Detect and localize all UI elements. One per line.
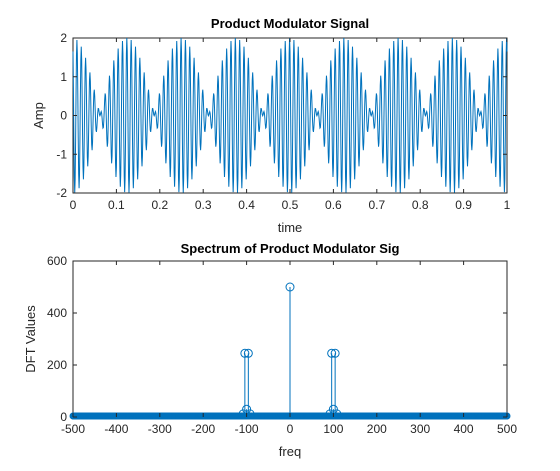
time-signal-y-tick-label: -1 [56,147,67,161]
spectrum-plot: Spectrum of Product Modulator Sig -500 -4… [23,241,517,459]
spectrum-x-tick-label: 0 [287,422,294,436]
time-signal-x-tick-label: 0.8 [412,198,429,212]
spectrum-x-tick-label: 400 [454,422,474,436]
spectrum-x-ticks: -500 -400 -300 -200 -100 0 100 200 300 400 500 [61,261,517,436]
spectrum-y-tick-label: 600 [47,254,67,268]
spectrum-y-tick-label: 400 [47,306,67,320]
time-signal-x-tick-label: 0.9 [455,198,472,212]
spectrum-y-tick-label: 0 [60,410,67,424]
spectrum-stem-marker [238,409,248,419]
time-signal-y-tick-label: 2 [60,31,67,45]
spectrum-stem-marker [330,348,340,358]
time-signal-x-tick-label: 0.7 [368,198,385,212]
time-signal-plot: Product Modulator Signal 0 0.1 0.2 0.3 0.4 0.… [31,16,511,235]
spectrum-stem-marker [327,348,337,358]
time-signal-y-tick-label: 0 [60,109,67,123]
spectrum-y-tick-label: 200 [47,358,67,372]
spectrum-x-tick-label: 300 [410,422,430,436]
spectrum-x-tick-label: -200 [191,422,215,436]
time-signal-y-tick-label: 1 [60,70,67,84]
time-signal-x-tick-label: 0.4 [238,198,255,212]
spectrum-title: Spectrum of Product Modulator Sig [181,241,400,256]
spectrum-stem-marker [243,348,253,358]
modulated-signal-line [72,38,508,193]
time-signal-x-ticks: 0 0.1 0.2 0.3 0.4 0.5 0.6 0.7 0.8 0.9 1 [70,38,511,212]
spectrum-stem-marker [240,348,250,358]
time-signal-x-tick-label: 0 [70,198,77,212]
spectrum-x-tick-label: -400 [104,422,128,436]
spectrum-x-tick-label: -500 [61,422,85,436]
time-signal-y-ticks: -2 -1 0 1 2 [56,31,507,200]
spectrum-y-ticks: 0 200 400 600 [47,254,507,424]
time-signal-x-tick-label: 0.6 [325,198,342,212]
spectrum-x-tick-label: -300 [148,422,172,436]
time-signal-title: Product Modulator Signal [211,16,369,31]
time-signal-y-tick-label: -2 [56,186,67,200]
spectrum-x-tick-label: 500 [497,422,517,436]
time-signal-x-tick-label: 0.2 [151,198,168,212]
spectrum-x-tick-label: 200 [367,422,387,436]
time-signal-x-tick-label: 0.1 [108,198,125,212]
spectrum-x-tick-label: -100 [235,422,259,436]
spectrum-baseline-stems [69,412,511,420]
spectrum-y-label: DFT Values [23,305,38,373]
time-signal-x-label: time [278,220,303,235]
time-signal-x-tick-label: 1 [504,198,511,212]
time-signal-y-label: Amp [31,102,46,129]
spectrum-stem-marker [245,409,255,419]
time-signal-x-tick-label: 0.5 [282,198,299,212]
spectrum-stem-marker [325,409,335,419]
spectrum-x-label: freq [279,444,301,459]
spectrum-x-tick-label: 100 [323,422,343,436]
spectrum-stem-marker [332,409,342,419]
spectrum-stem-marker [285,282,295,292]
time-signal-x-tick-label: 0.3 [195,198,212,212]
